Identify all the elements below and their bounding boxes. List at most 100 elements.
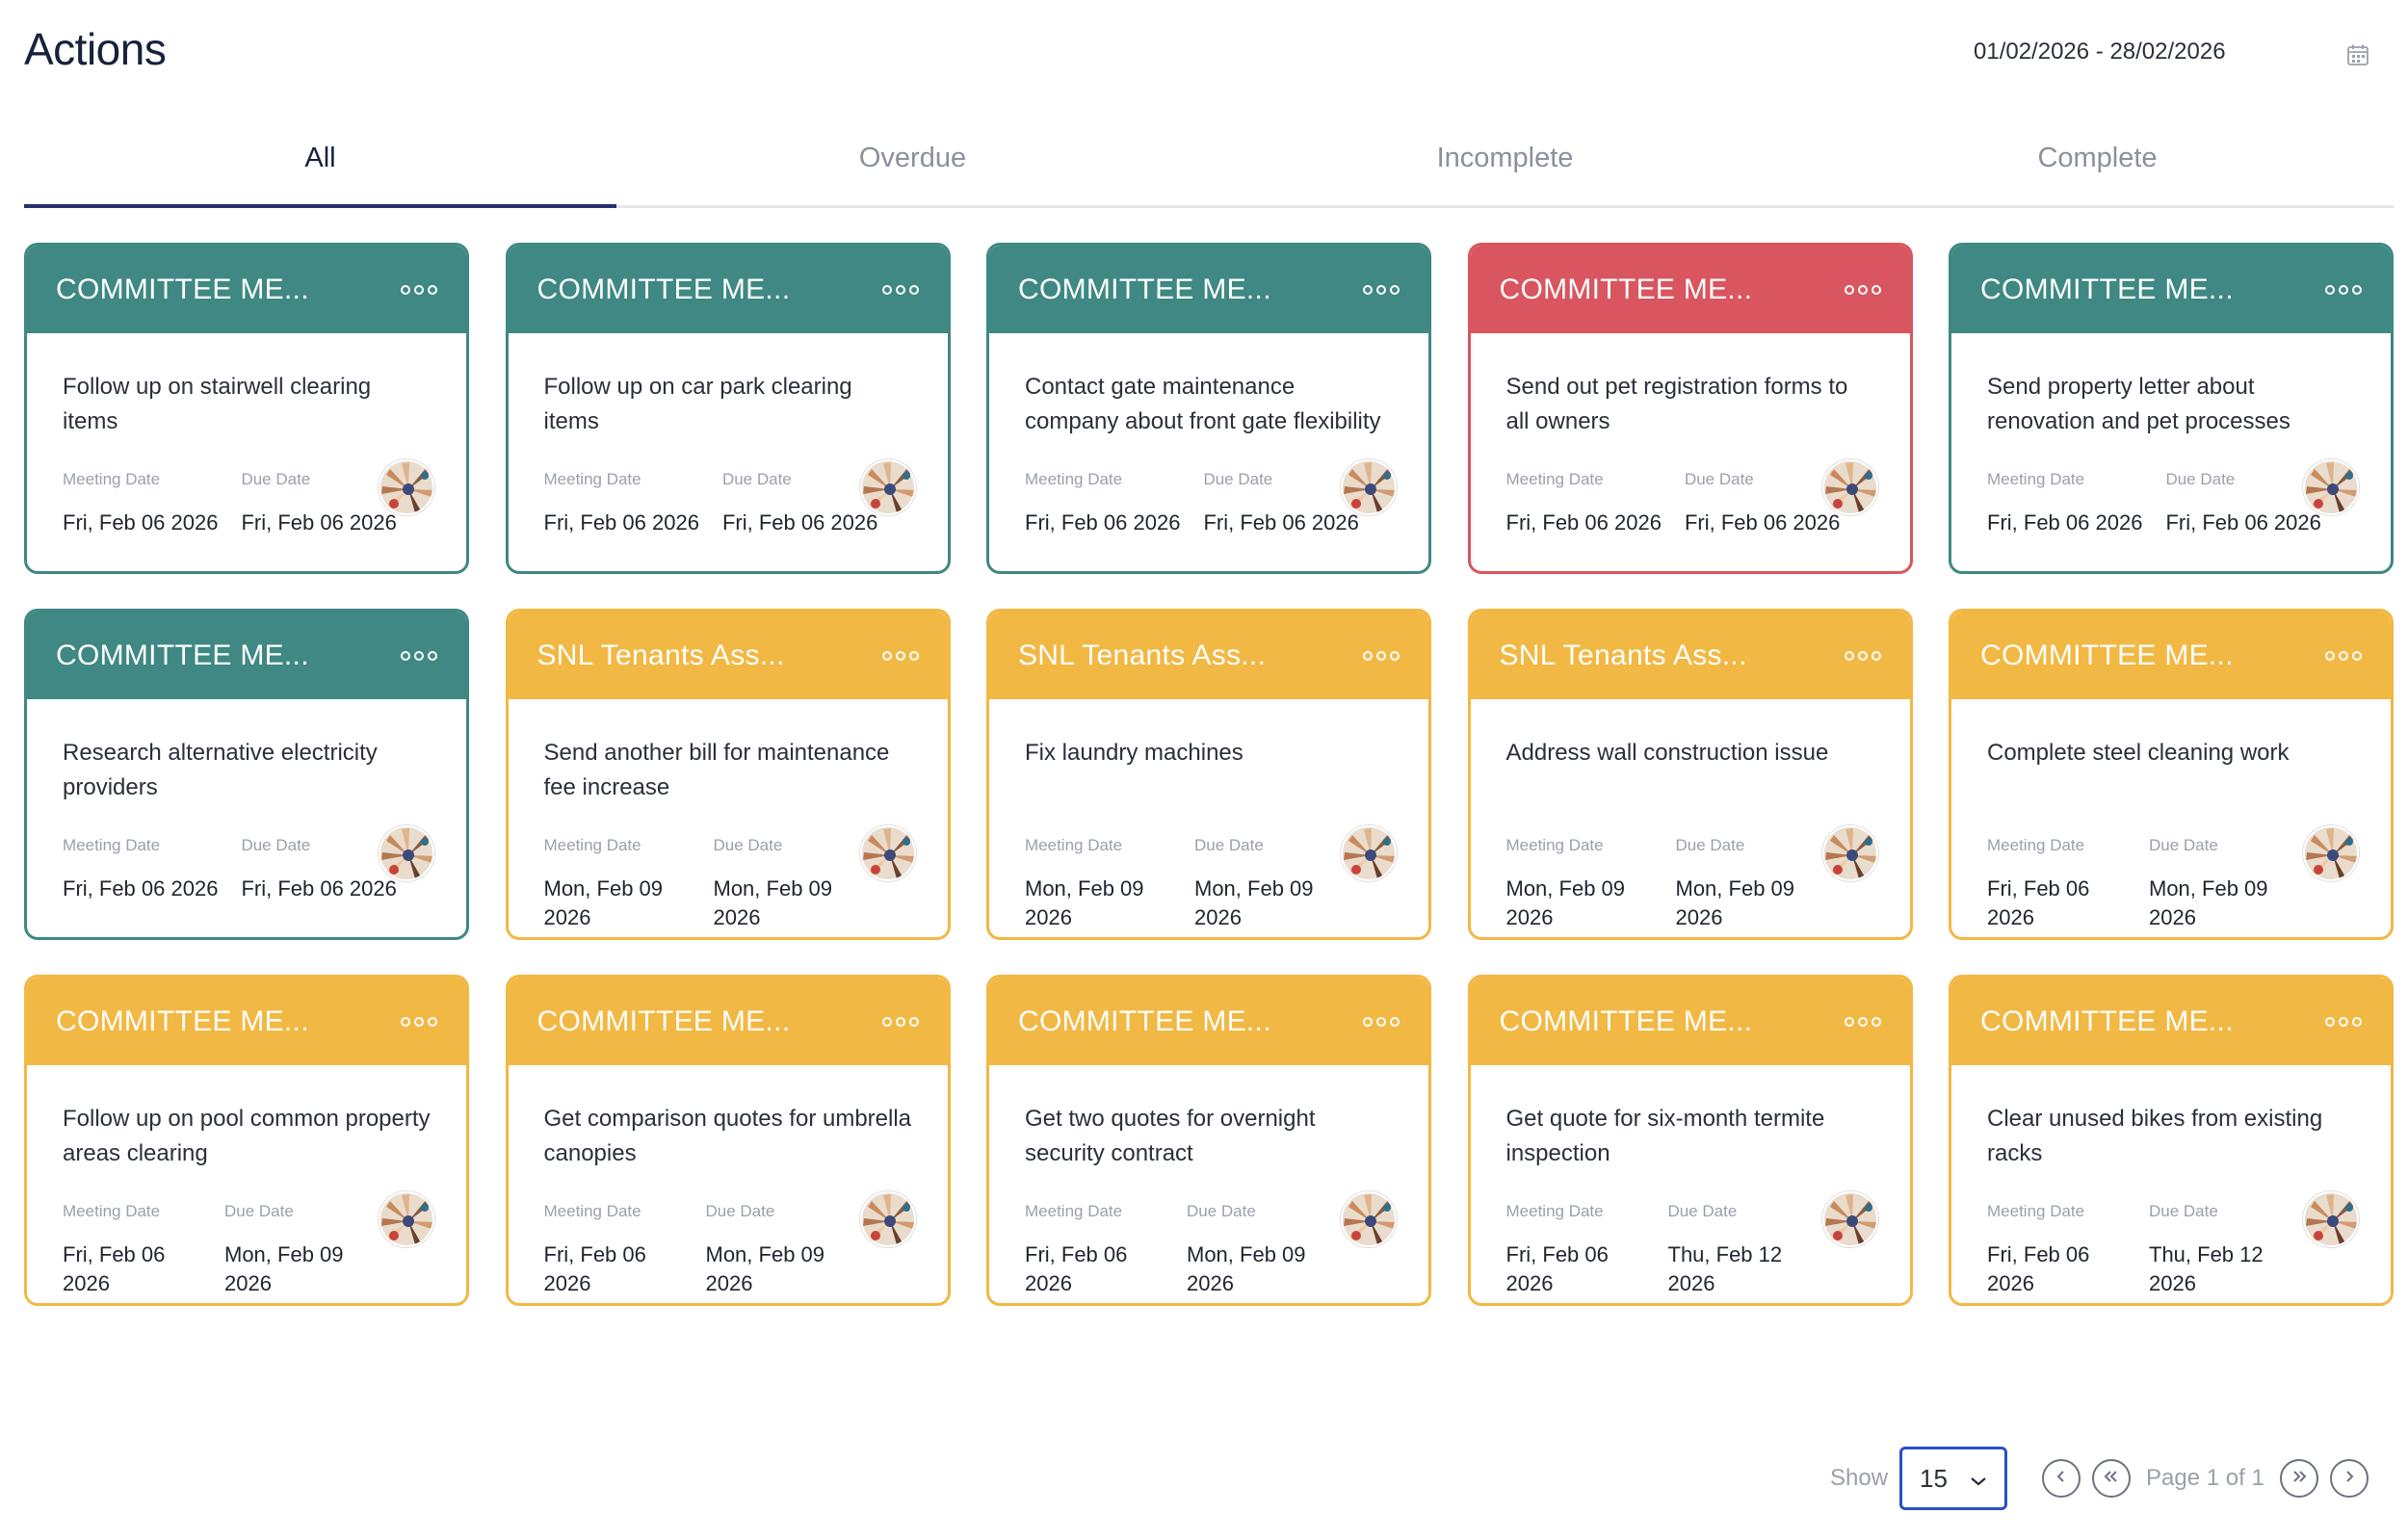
more-options-icon[interactable] bbox=[2323, 645, 2364, 666]
assignee-avatar[interactable] bbox=[379, 459, 434, 515]
due-date-label: Due Date bbox=[241, 470, 311, 488]
meeting-date-group: Meeting Date Fri, Feb 06 2026 bbox=[1025, 1202, 1164, 1298]
action-card[interactable]: COMMITTEE ME... Follow up on pool common … bbox=[24, 975, 469, 1306]
action-card[interactable]: COMMITTEE ME... Clear unused bikes from e… bbox=[1949, 975, 2394, 1306]
assignee-avatar[interactable] bbox=[859, 1191, 916, 1247]
assignee-avatar[interactable] bbox=[2303, 1191, 2359, 1247]
meeting-date-label: Meeting Date bbox=[1025, 1202, 1123, 1220]
card-body: Fix laundry machines Meeting Date Mon, Feb… bbox=[989, 699, 1428, 932]
assignee-avatar[interactable] bbox=[1821, 1191, 1878, 1247]
due-date-value: Thu, Feb 12 2026 bbox=[1667, 1242, 1783, 1295]
due-date-group: Due Date Fri, Feb 06 2026 bbox=[1203, 470, 1358, 537]
due-date-label: Due Date bbox=[1194, 836, 1264, 854]
more-options-icon[interactable] bbox=[1843, 279, 1883, 300]
card-body: Address wall construction issue Meeting D… bbox=[1471, 699, 1910, 932]
assignee-avatar[interactable] bbox=[2303, 459, 2359, 515]
more-options-icon[interactable] bbox=[399, 1011, 439, 1032]
assignee-avatar[interactable] bbox=[1821, 825, 1878, 881]
card-dates: Meeting Date Fri, Feb 06 2026 Due Date Fri,… bbox=[544, 459, 916, 537]
action-card[interactable]: COMMITTEE ME... Get two quotes for overni… bbox=[986, 975, 1431, 1306]
card-dates: Meeting Date Fri, Feb 06 2026 Due Date Fri,… bbox=[63, 459, 434, 537]
due-date-group: Due Date Mon, Feb 09 2026 bbox=[1187, 1202, 1331, 1298]
more-options-icon[interactable] bbox=[1361, 279, 1401, 300]
assignee-avatar[interactable] bbox=[1821, 459, 1878, 515]
more-options-icon[interactable] bbox=[399, 645, 439, 666]
meeting-date-group: Meeting Date Fri, Feb 06 2026 bbox=[1506, 470, 1662, 537]
action-card[interactable]: COMMITTEE ME... Contact gate maintenance … bbox=[986, 243, 1431, 574]
chevron-left-icon bbox=[2055, 1470, 2068, 1488]
last-page-button[interactable] bbox=[2279, 1459, 2318, 1498]
due-date-label: Due Date bbox=[1187, 1202, 1256, 1220]
due-date-value: Mon, Feb 09 2026 bbox=[713, 876, 833, 929]
assignee-avatar[interactable] bbox=[859, 825, 916, 881]
card-body: Follow up on stairwell clearing items Mee… bbox=[27, 333, 466, 537]
action-card[interactable]: COMMITTEE ME... Follow up on car park cle… bbox=[505, 243, 951, 574]
meeting-date-value: Mon, Feb 09 2026 bbox=[1025, 876, 1144, 929]
tab-overdue[interactable]: Overdue bbox=[858, 143, 967, 173]
tab-complete[interactable]: Complete bbox=[2037, 143, 2158, 173]
action-card[interactable]: COMMITTEE ME... Research alternative elec… bbox=[24, 609, 469, 940]
action-card[interactable]: SNL Tenants Ass... Send another bill for … bbox=[505, 609, 951, 940]
more-options-icon[interactable] bbox=[2323, 279, 2364, 300]
action-description: Get comparison quotes for umbrella canop… bbox=[543, 1106, 912, 1166]
more-options-icon[interactable] bbox=[880, 279, 921, 300]
card-dates: Meeting Date Fri, Feb 06 2026 Due Date Mon, … bbox=[63, 1191, 434, 1298]
more-options-icon[interactable] bbox=[2323, 1011, 2364, 1032]
due-date-group: Due Date Mon, Feb 09 2026 bbox=[1194, 836, 1339, 932]
due-date-label: Due Date bbox=[1667, 1202, 1738, 1220]
action-card[interactable]: COMMITTEE ME... Get quote for six-month t… bbox=[1467, 975, 1913, 1306]
next-page-button[interactable] bbox=[2329, 1459, 2369, 1498]
action-card[interactable]: COMMITTEE ME... Send property letter abou… bbox=[1949, 243, 2394, 574]
more-options-icon[interactable] bbox=[880, 1011, 921, 1032]
date-range[interactable]: 01/02/2026 - 28/02/2026 bbox=[1974, 39, 2226, 65]
assignee-avatar[interactable] bbox=[2303, 825, 2359, 881]
more-options-icon[interactable] bbox=[399, 279, 439, 300]
tab-incomplete[interactable]: Incomplete bbox=[1436, 143, 1574, 173]
card-title: SNL Tenants Ass... bbox=[1499, 639, 1747, 671]
card-dates: Meeting Date Mon, Feb 09 2026 Due Date Mon, … bbox=[1025, 825, 1397, 932]
assignee-avatar[interactable] bbox=[1341, 825, 1397, 881]
meeting-date-value: Fri, Feb 06 2026 bbox=[1505, 510, 1662, 535]
more-options-icon[interactable] bbox=[880, 645, 921, 666]
card-title: COMMITTEE ME... bbox=[537, 1005, 791, 1037]
due-date-value: Mon, Feb 09 2026 bbox=[2149, 876, 2268, 929]
due-date-group: Due Date Fri, Feb 06 2026 bbox=[1685, 470, 1840, 537]
card-header: COMMITTEE ME... bbox=[989, 246, 1428, 333]
card-body: Follow up on car park clearing items Meet… bbox=[509, 333, 948, 537]
assignee-avatar[interactable] bbox=[1341, 1191, 1397, 1247]
assignee-avatar[interactable] bbox=[859, 459, 916, 515]
meeting-date-value: Mon, Feb 09 2026 bbox=[543, 876, 664, 929]
more-options-icon[interactable] bbox=[1361, 645, 1401, 666]
action-description: Send out pet registration forms to all o… bbox=[1505, 374, 1848, 434]
meeting-date-group: Meeting Date Fri, Feb 06 2026 bbox=[63, 836, 218, 903]
action-card[interactable]: COMMITTEE ME... Follow up on stairwell cl… bbox=[24, 243, 469, 574]
prev-page-button[interactable] bbox=[2042, 1459, 2081, 1498]
card-body: Send out pet registration forms to all o… bbox=[1471, 333, 1910, 537]
more-options-icon[interactable] bbox=[1843, 1011, 1883, 1032]
assignee-avatar[interactable] bbox=[1341, 459, 1397, 515]
card-header: COMMITTEE ME... bbox=[508, 246, 948, 333]
action-card[interactable]: COMMITTEE ME... Send out pet registration… bbox=[1467, 243, 1913, 574]
meeting-date-value: Fri, Feb 06 2026 bbox=[1025, 1242, 1128, 1295]
action-card[interactable]: SNL Tenants Ass... Address wall construct… bbox=[1467, 609, 1913, 940]
assignee-avatar[interactable] bbox=[379, 825, 434, 881]
actions-grid: COMMITTEE ME... Follow up on stairwell cl… bbox=[24, 243, 2394, 1306]
more-options-icon[interactable] bbox=[1361, 1011, 1401, 1032]
due-date-group: Due Date Mon, Feb 09 2026 bbox=[1676, 836, 1820, 932]
due-date-group: Due Date Fri, Feb 06 2026 bbox=[241, 470, 396, 537]
due-date-label: Due Date bbox=[721, 470, 792, 488]
due-date-group: Due Date Mon, Feb 09 2026 bbox=[714, 836, 858, 932]
assignee-avatar[interactable] bbox=[379, 1191, 434, 1247]
action-card[interactable]: SNL Tenants Ass... Fix laundry machines Me… bbox=[986, 609, 1431, 940]
page-size-select[interactable]: 15 bbox=[1899, 1447, 2008, 1510]
action-card[interactable]: COMMITTEE ME... Get comparison quotes for… bbox=[505, 975, 951, 1306]
action-card[interactable]: COMMITTEE ME... Complete steel cleaning w… bbox=[1949, 609, 2394, 940]
card-title: COMMITTEE ME... bbox=[1018, 1005, 1271, 1037]
due-date-label: Due Date bbox=[713, 836, 783, 854]
calendar-icon[interactable] bbox=[2345, 42, 2370, 67]
first-page-button[interactable] bbox=[2092, 1459, 2132, 1498]
more-options-icon[interactable] bbox=[1843, 645, 1883, 666]
card-dates: Meeting Date Mon, Feb 09 2026 Due Date Mon, … bbox=[543, 825, 916, 932]
tab-all[interactable]: All bbox=[24, 135, 616, 208]
meeting-date-group: Meeting Date Fri, Feb 06 2026 bbox=[1987, 836, 2126, 932]
